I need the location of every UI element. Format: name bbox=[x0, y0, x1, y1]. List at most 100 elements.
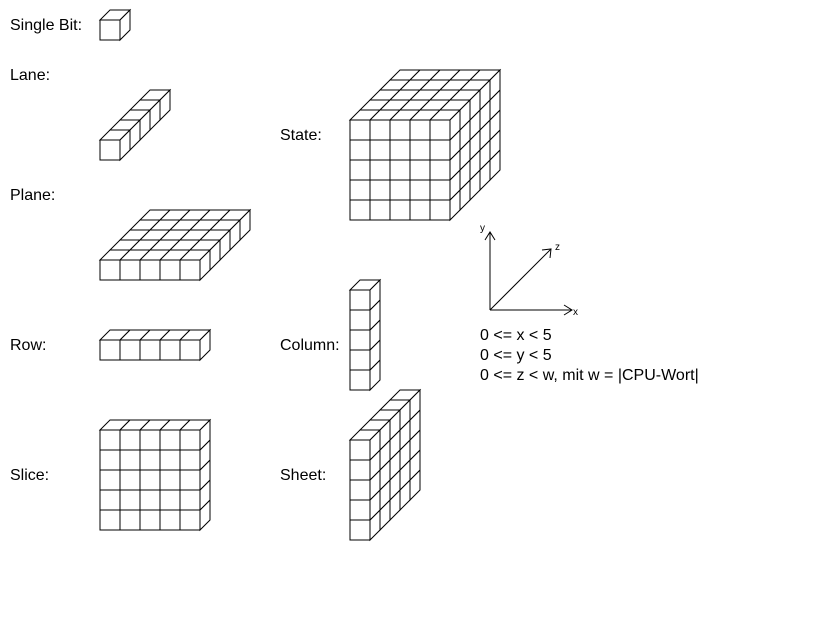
row-shape bbox=[98, 328, 212, 362]
cube-front-face bbox=[349, 329, 371, 351]
cube-front-face bbox=[349, 159, 371, 181]
axes-diagram: y x z bbox=[480, 223, 578, 318]
x-axis-arrow bbox=[563, 304, 573, 316]
lane-shape bbox=[98, 88, 172, 162]
plane-shape bbox=[98, 208, 252, 282]
cube-front-face bbox=[159, 429, 181, 451]
cube-front-face bbox=[179, 429, 201, 451]
cube-front-face bbox=[369, 119, 391, 141]
constraint-x: 0 <= x < 5 bbox=[480, 327, 552, 344]
cube-front-face bbox=[179, 449, 201, 471]
x-axis-label: x bbox=[573, 307, 578, 318]
cube-front-face bbox=[409, 179, 431, 201]
label-single-bit: Single Bit: bbox=[10, 17, 82, 34]
cube-front-face bbox=[119, 259, 141, 281]
cube-front-face bbox=[349, 439, 371, 461]
label-state: State: bbox=[280, 127, 322, 144]
y-axis-label: y bbox=[480, 223, 485, 234]
cube-front-face bbox=[179, 259, 201, 281]
cube-front-face bbox=[159, 259, 181, 281]
cube-front-face bbox=[99, 429, 121, 451]
cube-front-face bbox=[139, 449, 161, 471]
cube-front-face bbox=[99, 449, 121, 471]
cube-front-face bbox=[99, 509, 121, 531]
constraint-z: 0 <= z < w, mit w = |CPU-Wort| bbox=[480, 367, 699, 384]
cube-front-face bbox=[349, 139, 371, 161]
state-shape bbox=[348, 68, 502, 222]
label-column: Column: bbox=[280, 337, 340, 354]
cube-front-face bbox=[99, 339, 121, 361]
cube-front-face bbox=[369, 199, 391, 221]
cube-front-face bbox=[179, 509, 201, 531]
cube-front-face bbox=[139, 469, 161, 491]
column-shape bbox=[348, 278, 382, 392]
sheet-shape bbox=[348, 388, 422, 542]
cube-front-face bbox=[179, 469, 201, 491]
cube-front-face bbox=[349, 519, 371, 541]
cube-front-face bbox=[349, 119, 371, 141]
cube-front-face bbox=[179, 339, 201, 361]
cube-front-face bbox=[119, 449, 141, 471]
cube-front-face bbox=[429, 159, 451, 181]
y-axis-arrow bbox=[484, 231, 496, 241]
cube-front-face bbox=[99, 469, 121, 491]
cube-front-face bbox=[389, 179, 411, 201]
cube-front-face bbox=[119, 509, 141, 531]
z-axis-line bbox=[489, 248, 552, 311]
cube-front-face bbox=[99, 489, 121, 511]
label-plane: Plane: bbox=[10, 187, 55, 204]
single-bit-shape bbox=[98, 8, 132, 42]
cube-front-face bbox=[159, 339, 181, 361]
cube-front-face bbox=[179, 489, 201, 511]
label-lane: Lane: bbox=[10, 67, 50, 84]
cube-front-face bbox=[389, 119, 411, 141]
cube-front-face bbox=[349, 179, 371, 201]
cube-front-face bbox=[99, 259, 121, 281]
cube-front-face bbox=[119, 429, 141, 451]
cube-front-face bbox=[139, 489, 161, 511]
cube-front-face bbox=[389, 139, 411, 161]
cube-front-face bbox=[99, 139, 121, 161]
label-slice: Slice: bbox=[10, 467, 49, 484]
slice-shape bbox=[98, 418, 212, 532]
cube-front-face bbox=[409, 199, 431, 221]
z-axis-arrow bbox=[541, 248, 552, 259]
cube-front-face bbox=[349, 349, 371, 371]
cube-front-face bbox=[349, 199, 371, 221]
cube-front-face bbox=[389, 159, 411, 181]
cube-front-face bbox=[389, 199, 411, 221]
z-axis-label: z bbox=[555, 242, 560, 253]
cube-front-face bbox=[429, 199, 451, 221]
cube-front-face bbox=[159, 449, 181, 471]
cube-front-face bbox=[369, 179, 391, 201]
label-row: Row: bbox=[10, 337, 46, 354]
cube-front-face bbox=[119, 469, 141, 491]
cube-front-face bbox=[349, 289, 371, 311]
cube-front-face bbox=[429, 179, 451, 201]
cube-front-face bbox=[429, 119, 451, 141]
cube-front-face bbox=[139, 509, 161, 531]
cube-front-face bbox=[119, 339, 141, 361]
cube-front-face bbox=[159, 469, 181, 491]
cube-front-face bbox=[409, 159, 431, 181]
cube-front-face bbox=[159, 509, 181, 531]
cube-front-face bbox=[349, 369, 371, 391]
cube-front-face bbox=[369, 139, 391, 161]
cube-front-face bbox=[119, 489, 141, 511]
cube-front-face bbox=[139, 259, 161, 281]
cube-front-face bbox=[369, 159, 391, 181]
cube-front-face bbox=[99, 19, 121, 41]
cube-front-face bbox=[139, 429, 161, 451]
cube-front-face bbox=[159, 489, 181, 511]
cube-front-face bbox=[139, 339, 161, 361]
cube-front-face bbox=[429, 139, 451, 161]
cube-front-face bbox=[349, 459, 371, 481]
cube-front-face bbox=[349, 309, 371, 331]
cube-front-face bbox=[349, 479, 371, 501]
label-sheet: Sheet: bbox=[280, 467, 326, 484]
cube-front-face bbox=[409, 139, 431, 161]
constraint-y: 0 <= y < 5 bbox=[480, 347, 552, 364]
cube-front-face bbox=[349, 499, 371, 521]
